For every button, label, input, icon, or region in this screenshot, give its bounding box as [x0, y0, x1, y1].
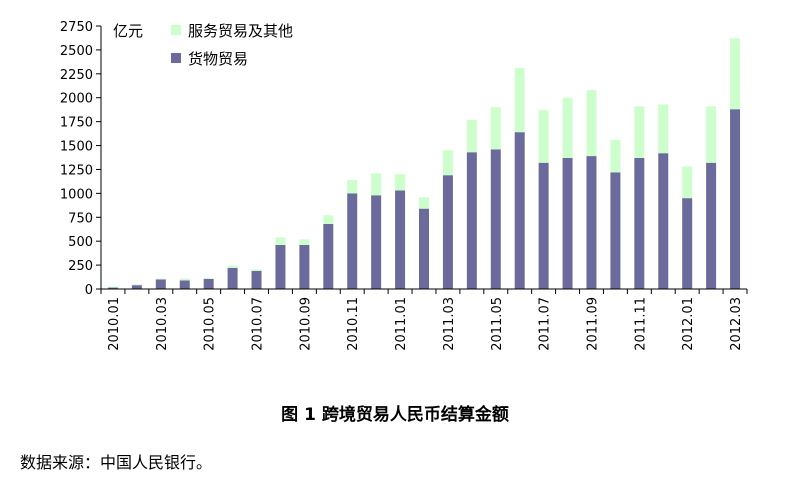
bar-goods-trade: [682, 198, 693, 289]
chart: 0 250 500 750 1000 1250 1500 1750 2000 2250 2500 27…: [60, 20, 748, 351]
y-tick-label: 2250: [60, 68, 93, 83]
bar-services-other: [538, 110, 549, 163]
y-tick-label: 2000: [60, 92, 93, 107]
bar-services-other: [682, 166, 693, 199]
x-axis-ticks: 2010.01 2010.03 2010.05 2010.07 2010.09 2010.…: [100, 289, 748, 351]
bar-goods-trade: [203, 278, 214, 289]
y-unit-label: 亿元: [113, 22, 143, 40]
bar-services-other: [323, 215, 334, 224]
bar-goods-trade: [586, 156, 597, 289]
bar-services-other: [371, 173, 382, 196]
y-tick-label: 2750: [60, 20, 93, 35]
bar-services-other: [155, 278, 166, 280]
bar-services-other: [131, 284, 142, 286]
bar-services-other: [203, 278, 214, 279]
bar-goods-trade: [514, 132, 525, 289]
bar-goods-trade: [275, 245, 286, 289]
x-tick-label: 2011.05: [490, 297, 505, 351]
bar-goods-trade: [706, 162, 717, 289]
x-tick-label: 2010.09: [298, 297, 313, 351]
bar-goods-trade: [371, 195, 382, 289]
bar-services-other: [347, 179, 358, 194]
bar-goods-trade: [107, 287, 118, 289]
bar-services-other: [179, 278, 190, 281]
bar-services-other: [490, 107, 501, 150]
bar-goods-trade: [634, 157, 645, 289]
y-tick-label: 1500: [60, 140, 93, 155]
bar-services-other: [251, 269, 262, 271]
legend-label-goods: 货物贸易: [188, 50, 248, 68]
bar-goods-trade: [155, 279, 166, 289]
bar-goods-trade: [251, 270, 262, 289]
legend-swatch-goods: [171, 53, 181, 63]
bar-services-other: [299, 239, 310, 246]
y-tick-label: 0: [85, 283, 93, 298]
bar-services-other: [466, 119, 477, 153]
bar-goods-trade: [658, 153, 669, 289]
bar-services-other: [442, 150, 453, 176]
bar-services-other: [562, 97, 573, 158]
bar-goods-trade: [490, 149, 501, 289]
bar-services-other: [419, 197, 429, 209]
bar-services-other: [275, 237, 286, 246]
bar-goods-trade: [466, 152, 477, 289]
bar-goods-trade: [419, 208, 429, 289]
bars: [107, 38, 741, 289]
bar-goods-trade: [347, 193, 358, 289]
bar-goods-trade: [179, 280, 190, 289]
bar-services-other: [634, 106, 645, 158]
bar-services-other: [107, 286, 118, 288]
y-tick-label: 750: [68, 211, 93, 226]
bar-services-other: [586, 90, 597, 157]
bar-services-other: [610, 139, 621, 173]
x-tick-label: 2011.09: [585, 297, 600, 351]
bar-goods-trade: [610, 172, 621, 289]
bar-goods-trade: [299, 245, 310, 289]
x-tick-label: 2010.03: [155, 297, 170, 351]
bar-goods-trade: [323, 223, 334, 289]
y-tick-label: 1750: [60, 116, 93, 131]
x-tick-label: 2011.07: [538, 297, 553, 351]
bar-goods-trade: [730, 109, 741, 289]
source-note: 数据来源：中国人民银行。: [20, 453, 213, 472]
y-tick-label: 2500: [60, 44, 93, 59]
bar-goods-trade: [227, 267, 238, 289]
legend: 服务贸易及其他 货物贸易: [171, 22, 293, 68]
bar-services-other: [227, 265, 238, 268]
bar-goods-trade: [442, 175, 453, 289]
bar-services-other: [395, 174, 406, 191]
y-tick-label: 500: [68, 235, 93, 250]
bar-services-other: [658, 104, 669, 154]
x-tick-label: 2012.01: [681, 297, 696, 351]
x-tick-label: 2011.03: [442, 297, 457, 351]
bar-goods-trade: [562, 157, 573, 289]
x-tick-label: 2011.01: [394, 297, 409, 351]
x-tick-label: 2011.11: [633, 297, 648, 351]
bar-services-other: [514, 68, 525, 133]
x-tick-label: 2010.05: [203, 297, 218, 351]
y-axis-ticks: 0 250 500 750 1000 1250 1500 1750 2000 2250 2500 27…: [60, 20, 101, 298]
y-tick-label: 250: [68, 259, 93, 274]
x-tick-label: 2010.07: [251, 297, 266, 351]
x-tick-label: 2010.01: [107, 297, 122, 351]
bar-goods-trade: [131, 285, 142, 289]
legend-label-services: 服务贸易及其他: [188, 22, 293, 40]
bar-goods-trade: [395, 190, 406, 289]
legend-swatch-services: [171, 25, 181, 35]
x-tick-label: 2012.03: [729, 297, 744, 351]
x-tick-label: 2010.11: [346, 297, 361, 351]
bar-services-other: [730, 38, 741, 110]
bar-goods-trade: [538, 162, 549, 289]
y-tick-label: 1000: [60, 187, 93, 202]
y-tick-label: 1250: [60, 163, 93, 178]
figure-caption: 图 1 跨境贸易人民币结算金额: [281, 405, 509, 425]
bar-services-other: [706, 106, 717, 163]
